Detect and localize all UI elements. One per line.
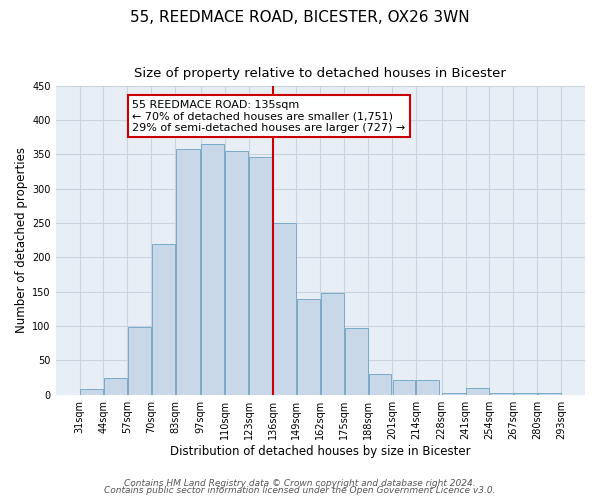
Bar	[442, 392, 467, 394]
Text: 55 REEDMACE ROAD: 135sqm
← 70% of detached houses are smaller (1,751)
29% of sem: 55 REEDMACE ROAD: 135sqm ← 70% of detach…	[133, 100, 406, 133]
Bar	[152, 244, 175, 394]
Bar	[249, 156, 272, 394]
Bar	[104, 378, 127, 394]
Bar	[176, 149, 200, 394]
Bar	[202, 144, 224, 395]
Bar	[345, 328, 368, 394]
Text: 55, REEDMACE ROAD, BICESTER, OX26 3WN: 55, REEDMACE ROAD, BICESTER, OX26 3WN	[130, 10, 470, 25]
Text: Contains HM Land Registry data © Crown copyright and database right 2024.: Contains HM Land Registry data © Crown c…	[124, 478, 476, 488]
Bar	[368, 374, 391, 394]
Bar	[321, 293, 344, 394]
Bar	[392, 380, 415, 394]
Title: Size of property relative to detached houses in Bicester: Size of property relative to detached ho…	[134, 68, 506, 80]
Y-axis label: Number of detached properties: Number of detached properties	[15, 148, 28, 334]
Bar	[273, 223, 296, 394]
Bar	[128, 328, 151, 394]
X-axis label: Distribution of detached houses by size in Bicester: Distribution of detached houses by size …	[170, 444, 470, 458]
Bar	[226, 151, 248, 394]
Text: Contains public sector information licensed under the Open Government Licence v3: Contains public sector information licen…	[104, 486, 496, 495]
Bar	[297, 298, 320, 394]
Bar	[466, 388, 489, 394]
Bar	[416, 380, 439, 394]
Bar	[80, 389, 103, 394]
